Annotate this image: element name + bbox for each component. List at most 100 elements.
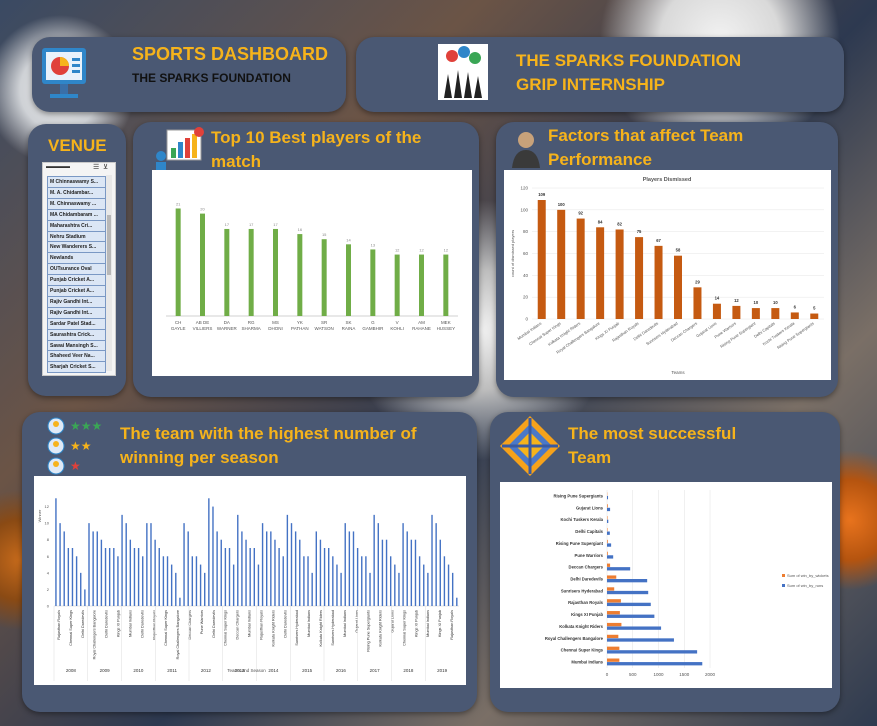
x-tick-label: 2000: [705, 672, 716, 677]
bar-wins: [59, 523, 61, 606]
successful-team-chart: 0 500 1000 1500 2000 Rising Pune Supergiants G…: [500, 482, 832, 688]
bar-wins: [418, 556, 421, 606]
bar-ab-de-villiers: [200, 213, 205, 316]
season-label: 2016: [336, 668, 347, 673]
x-tick-label: Delhi Daredevils: [140, 610, 144, 638]
x-tick-label: Delhi Daredevils: [283, 610, 287, 638]
header-panel-right: THE SPARKS FOUNDATION GRIP INTERNSHIP: [356, 37, 844, 112]
bar-wins: [290, 523, 293, 606]
players-dismissed-chart: Players Dismissed 0 20 40 60 80 100 120 count of…: [504, 170, 831, 380]
x-tick-label: Sunrisers Hyderabad: [331, 610, 335, 646]
y-tick-label: Gujarat Lions: [576, 505, 604, 510]
data-label: 13: [371, 242, 376, 247]
x-tick-label: GAMBHIR: [362, 326, 384, 331]
season-label: 2009: [100, 668, 111, 673]
bar-wins: [311, 572, 313, 606]
data-label: 17: [225, 222, 230, 227]
bar-g-gambhir: [370, 249, 376, 316]
bar-wins: [270, 531, 272, 606]
bar-wins: [216, 531, 218, 606]
data-label: 17: [249, 222, 254, 227]
x-tick-label: 0: [606, 672, 609, 677]
bar-wins: [315, 531, 317, 606]
y-tick-label: 120: [520, 186, 528, 191]
bar-wins: [88, 523, 90, 606]
y-tick-label: Delhi Daredevils: [570, 577, 603, 582]
y-tick-label: 40: [523, 273, 529, 278]
data-label: 10: [773, 300, 778, 305]
bar-dismissed: [732, 305, 741, 319]
bar-da-warner: [224, 228, 230, 316]
x-tick-label: Royal Challengers Bangalore: [93, 610, 97, 659]
venue-slicer[interactable]: ▬▬▬▬ ☰ ⊻ M Chinnaswamy S... M. A. Chidamb…: [42, 162, 116, 376]
bar-wins: [224, 548, 227, 606]
bar-dismissed: [576, 218, 585, 319]
bar-wins: [150, 523, 152, 606]
x-tick-label: Chennai Super Kings: [69, 610, 73, 646]
x-tick-label: Deccan Chargers: [236, 610, 240, 640]
bar-wins: [307, 556, 309, 606]
bar-wins: [175, 572, 177, 606]
bar-wins: [278, 548, 280, 606]
player-silhouette-icon: [510, 128, 542, 168]
bar-wins: [241, 531, 243, 606]
bar-wins: [71, 548, 74, 606]
x-tick-label: Mumbai Indians: [343, 610, 347, 637]
bar-wins: [389, 556, 392, 606]
bar-wins: [108, 548, 111, 606]
org-line-1: THE SPARKS FOUNDATION: [516, 51, 742, 70]
bar-wins: [67, 548, 70, 606]
slicer-scroll-thumb[interactable]: [107, 215, 111, 275]
org-line-2: GRIP INTERNSHIP: [516, 75, 665, 94]
compass-diamond-icon: [498, 414, 562, 478]
x-tick-label: Rajasthan Royals: [450, 610, 454, 640]
bar-dismissed: [557, 209, 566, 319]
x-tick-label: YK: [297, 320, 303, 325]
bar-dismissed: [790, 312, 799, 319]
y-tick-label: 0: [47, 604, 50, 609]
bar-dismissed: [771, 308, 780, 319]
x-tick-label: Kolkata Knight Riders: [319, 610, 323, 647]
clear-filter-icon[interactable]: ⊻: [103, 164, 109, 171]
bar-wins: [113, 548, 115, 606]
y-tick-label: Pune Warriors: [575, 553, 604, 558]
bar-wins: [121, 514, 123, 606]
bar-win-by-wickets: [607, 611, 620, 615]
x-tick-label: PATHAN: [291, 326, 309, 331]
x-tick-label: SK: [345, 320, 351, 325]
season-label: 2015: [302, 668, 313, 673]
bar-wins: [344, 523, 346, 606]
bar-wins: [381, 539, 384, 606]
data-label: 10: [754, 300, 759, 305]
bar-wins: [303, 556, 305, 606]
bar-wins: [294, 531, 297, 606]
bar-wins: [439, 539, 441, 606]
data-label: 20: [200, 207, 205, 212]
x-tick-label: RG: [248, 320, 255, 325]
x-tick-label: 500: [629, 672, 637, 677]
bar-wins: [117, 556, 119, 606]
bar-wins: [427, 572, 429, 606]
bar-wins: [402, 523, 404, 606]
x-tick-label: Chennai Super Kings: [224, 610, 228, 646]
successful-team-svg: 0 500 1000 1500 2000 Rising Pune Supergiants G…: [545, 490, 829, 677]
x-tick-label: Rising Pune Supergiants: [367, 610, 371, 652]
bar-wins: [191, 556, 194, 606]
players-dismissed-svg: Players Dismissed 0 20 40 60 80 100 120 count of…: [510, 177, 824, 375]
data-label: 67: [656, 238, 661, 243]
data-label: 12: [419, 248, 424, 253]
venue-slicer-item[interactable]: Sharjah Cricket S...: [47, 361, 106, 374]
bar-wins: [166, 556, 169, 606]
bar-wins: [158, 548, 160, 606]
y-tick-label: 6: [47, 554, 50, 559]
multi-select-icon[interactable]: ☰: [93, 164, 100, 171]
x-tick-label: Sunrisers Hyderabad: [295, 610, 299, 646]
bar-dismissed: [674, 255, 682, 319]
bar-wins: [232, 564, 235, 606]
bar-win-by-wickets: [607, 622, 622, 627]
slicer-scrollbar[interactable]: [106, 175, 112, 371]
x-tick-label: WATSON: [315, 326, 334, 331]
data-label: 16: [298, 227, 303, 232]
season-label: 2014: [268, 668, 279, 673]
bar-wins: [133, 548, 136, 606]
